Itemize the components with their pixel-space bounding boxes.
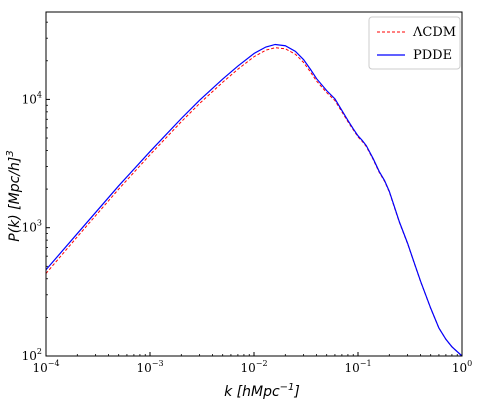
legend: ΛCDM PDDE bbox=[368, 16, 461, 70]
x-tick-label: 10−4 bbox=[32, 359, 59, 375]
x-tick-label: 100 bbox=[452, 359, 472, 375]
x-axis-label: k [hMpc−1] bbox=[224, 382, 300, 400]
x-axis-label-exponent: −1 bbox=[280, 382, 295, 393]
x-tick-label: 10−2 bbox=[240, 359, 267, 375]
y-tick-label: 102 bbox=[22, 347, 42, 363]
legend-box bbox=[368, 16, 461, 70]
y-tick-label: 104 bbox=[22, 90, 42, 106]
x-axis-label-unit: [hMpc bbox=[232, 384, 280, 400]
y-axis-label: P(k) [Mpc/h]3 bbox=[5, 150, 23, 242]
y-axis-label-unit: [Mpc/h] bbox=[7, 157, 23, 215]
y-axis-label-exponent: 3 bbox=[5, 150, 16, 156]
x-tick-label: 10−1 bbox=[344, 359, 371, 375]
series-line-lcdm bbox=[45, 47, 463, 357]
legend-label-pdde: PDDE bbox=[413, 48, 452, 63]
y-axis-label-symbol: P(k) bbox=[7, 214, 23, 241]
y-tick-label: 103 bbox=[22, 219, 42, 235]
legend-label-lcdm: ΛCDM bbox=[412, 25, 456, 40]
x-axis-label-close: ] bbox=[293, 384, 299, 400]
plot-lines bbox=[45, 43, 463, 357]
series-line-pdde bbox=[45, 43, 463, 357]
axis-ticks: 10−4 10−3 10−2 10−1 100 102 103 104 bbox=[22, 21, 472, 375]
x-tick-label: 10−3 bbox=[136, 359, 163, 375]
x-axis-label-symbol: k bbox=[224, 384, 233, 400]
